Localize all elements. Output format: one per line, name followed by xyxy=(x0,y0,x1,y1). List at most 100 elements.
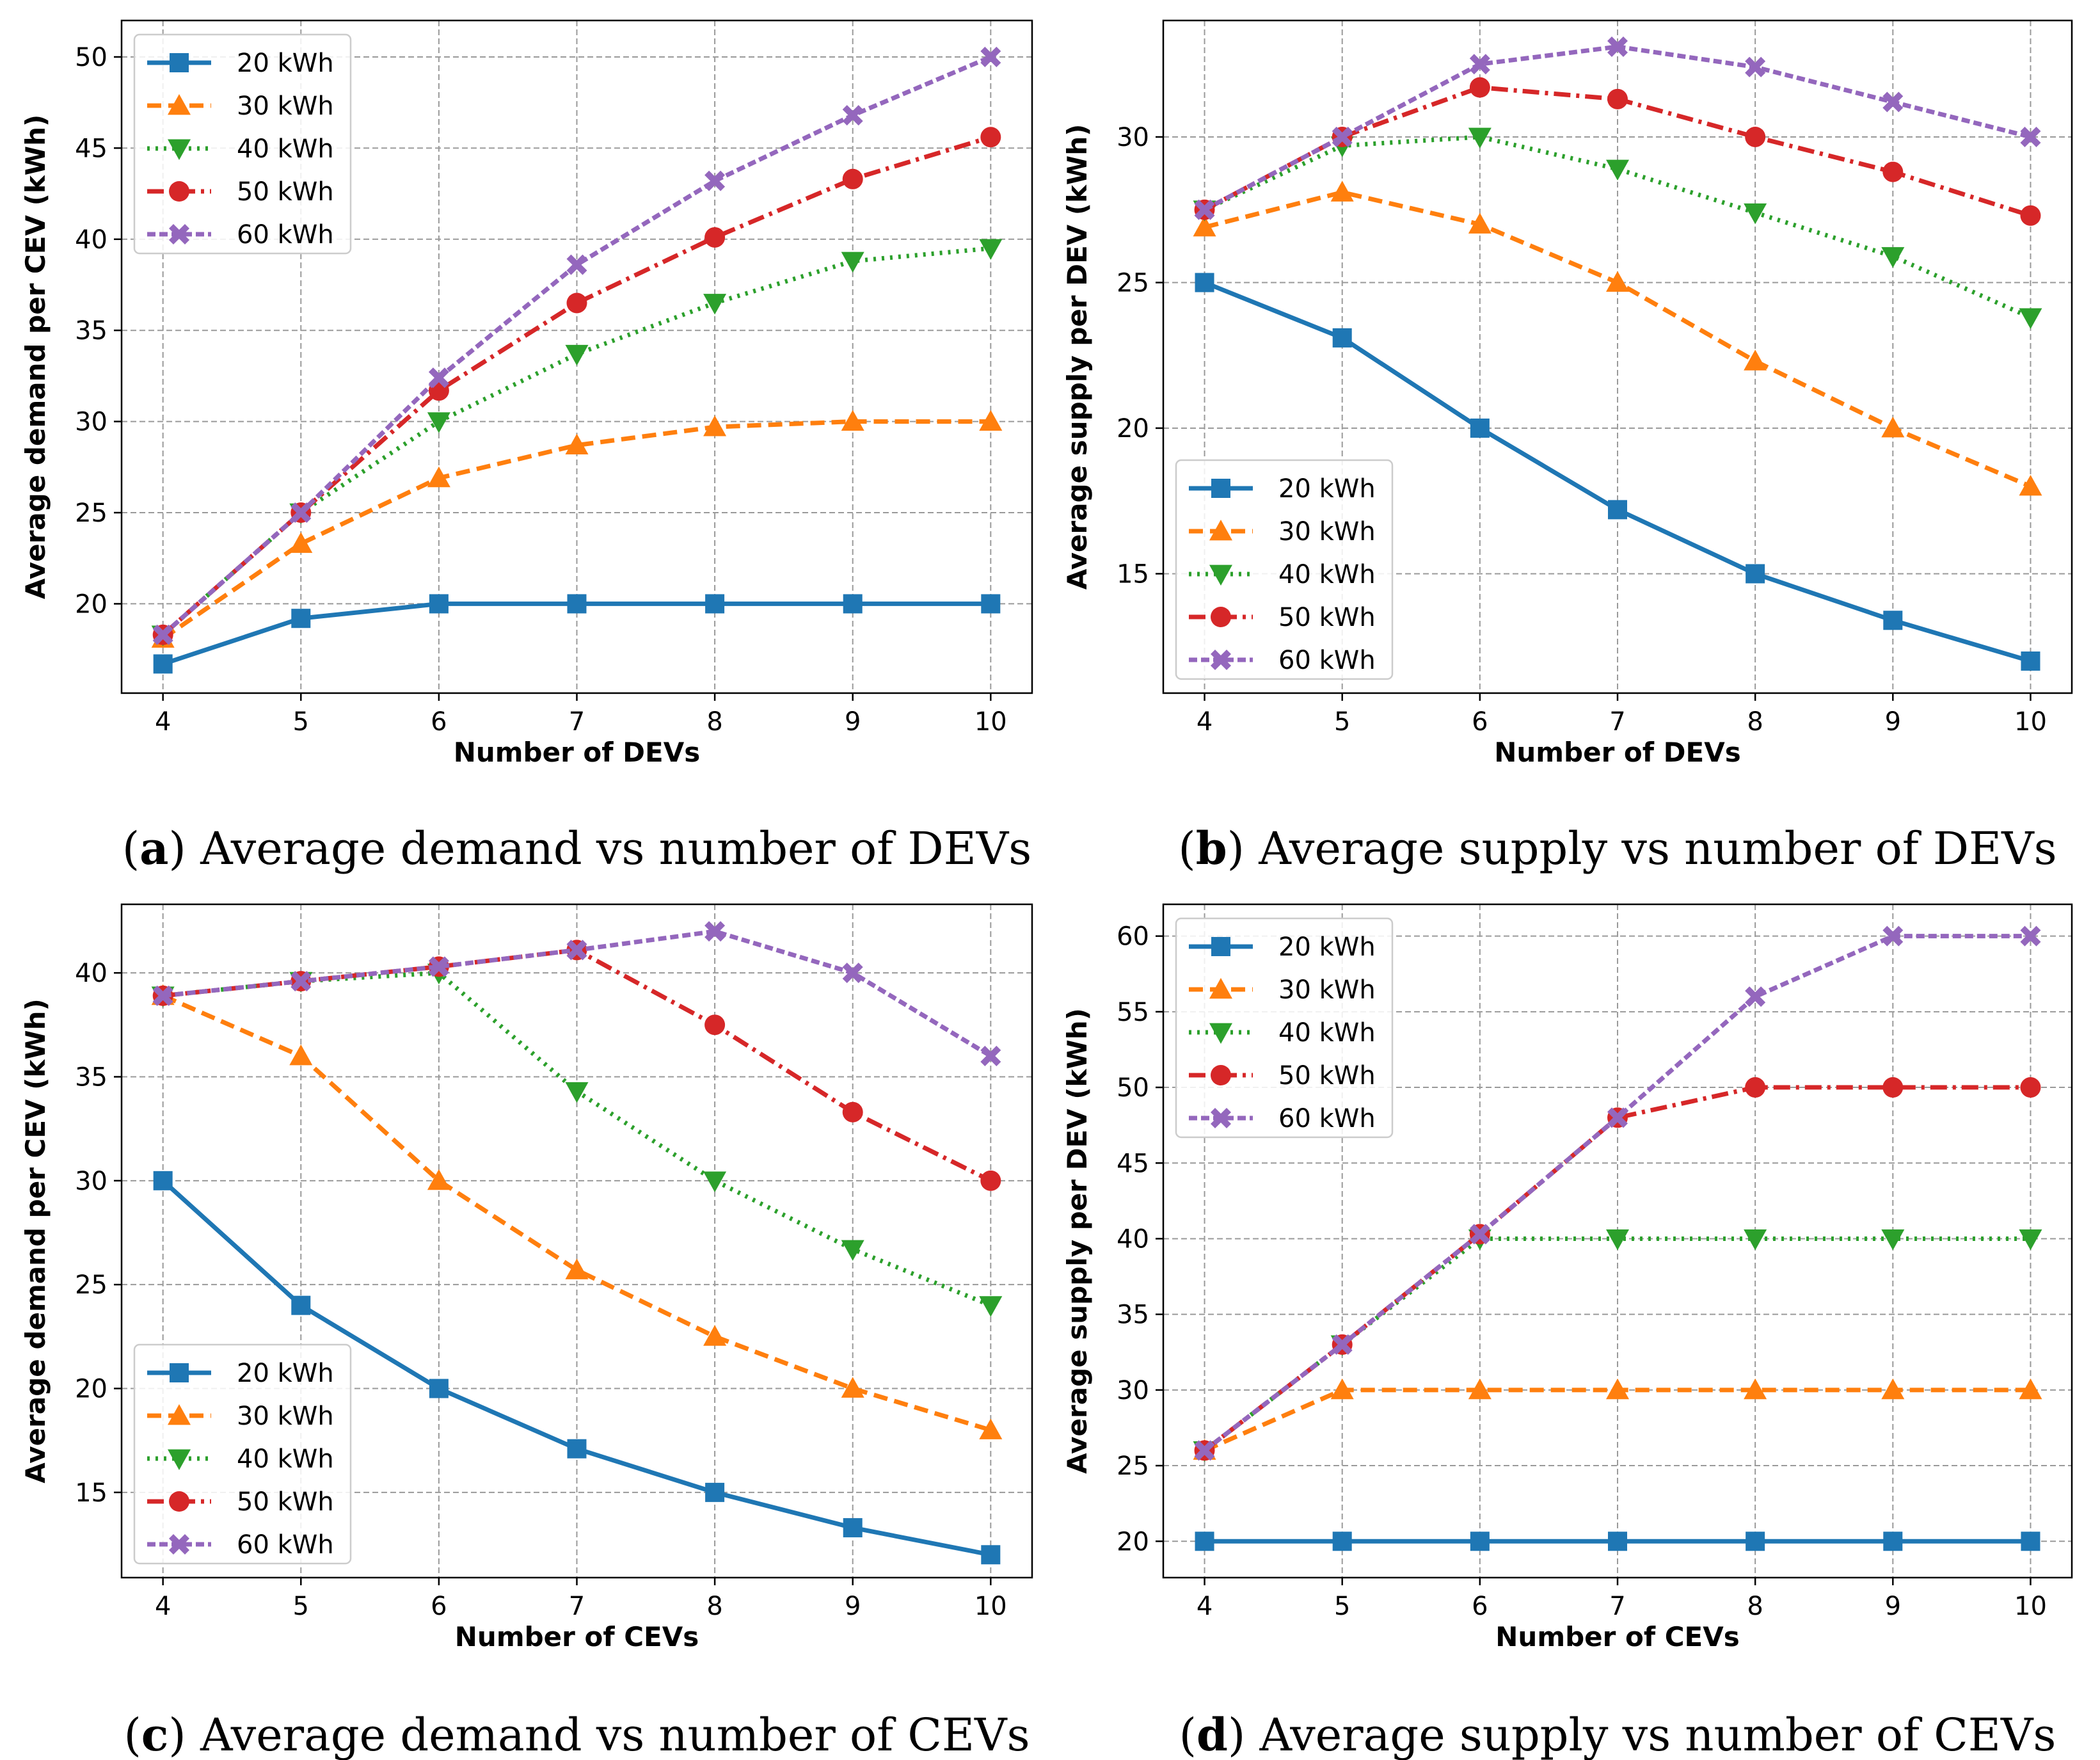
legend-marker xyxy=(1211,479,1230,498)
y-tick-label: 40 xyxy=(75,225,107,255)
data-point xyxy=(1332,1532,1352,1551)
x-axis-label: Number of CEVs xyxy=(455,1621,699,1652)
data-point xyxy=(2020,205,2041,226)
x-tick-label: 10 xyxy=(2014,707,2047,737)
x-tick-label: 4 xyxy=(155,1592,171,1621)
data-point xyxy=(567,1439,587,1459)
x-tick-label: 5 xyxy=(1334,707,1350,737)
data-point xyxy=(1745,1077,1766,1098)
data-point xyxy=(567,594,587,614)
y-tick-label: 25 xyxy=(1117,1452,1149,1481)
legend-label: 50 kWh xyxy=(237,177,334,207)
y-tick-label: 30 xyxy=(75,408,107,437)
data-point xyxy=(1606,1378,1629,1400)
legend-marker xyxy=(168,1404,191,1425)
data-point xyxy=(1606,1229,1629,1251)
data-point xyxy=(1606,159,1629,181)
y-tick-label: 40 xyxy=(1117,1224,1149,1254)
data-point xyxy=(1195,1532,1214,1551)
legend-marker xyxy=(169,1491,189,1512)
data-point xyxy=(1882,1077,1904,1098)
legend-marker xyxy=(169,224,189,244)
y-tick-label: 20 xyxy=(1117,1527,1149,1556)
legend: 20 kWh 30 kWh 40 kWh 50 kWh 60 kWh xyxy=(1175,917,1394,1139)
data-point xyxy=(1744,203,1767,225)
legend-label: 50 kWh xyxy=(1278,603,1376,632)
x-tick-label: 8 xyxy=(706,707,722,737)
data-point xyxy=(1883,1532,1903,1551)
series-20-kwh xyxy=(1195,1532,2040,1551)
data-point xyxy=(704,1014,726,1036)
data-point xyxy=(429,594,449,614)
y-tick-label: 40 xyxy=(75,959,107,988)
y-tick-label: 30 xyxy=(1117,1376,1149,1405)
legend: 20 kWh 30 kWh 40 kWh 50 kWh 60 kWh xyxy=(133,33,352,255)
legend-marker xyxy=(169,1534,189,1555)
y-tick-label: 60 xyxy=(1117,922,1149,952)
data-point xyxy=(1881,247,1905,268)
data-point xyxy=(1332,126,1353,147)
x-tick-label: 9 xyxy=(845,707,861,737)
legend-label: 40 kWh xyxy=(1278,560,1376,589)
legend-marker xyxy=(1209,978,1232,999)
legend-marker xyxy=(169,181,189,202)
legend-label: 40 kWh xyxy=(237,134,334,164)
y-tick-label: 50 xyxy=(75,43,107,72)
x-tick-label: 7 xyxy=(569,707,585,737)
legend-label: 30 kWh xyxy=(1278,975,1376,1005)
y-tick-label: 50 xyxy=(1117,1073,1149,1103)
data-point xyxy=(427,412,450,433)
subfigure-caption: (a) Average demand vs number of DEVs xyxy=(122,822,1031,875)
data-point xyxy=(1746,564,1765,584)
x-axis-label: Number of CEVs xyxy=(1495,1621,1739,1652)
data-point xyxy=(1607,1107,1628,1128)
data-point xyxy=(1608,1532,1627,1551)
legend-marker xyxy=(1211,650,1231,670)
legend-marker xyxy=(170,53,189,72)
data-point xyxy=(1744,1378,1767,1400)
data-point xyxy=(565,1082,589,1103)
x-tick-label: 8 xyxy=(1747,707,1763,737)
y-tick-label: 55 xyxy=(1117,998,1149,1027)
data-point xyxy=(1745,986,1766,1007)
legend-marker xyxy=(1209,520,1232,541)
data-point xyxy=(1469,77,1490,98)
chart-c: 4 5 6 7 8 9 10 15 20 25 30 35 40 Number of CEVs Averag… xyxy=(20,903,1033,1760)
series-60-kwh xyxy=(152,46,1001,645)
data-point xyxy=(705,1482,725,1502)
data-point xyxy=(981,1545,1001,1565)
legend-label: 60 kWh xyxy=(237,220,334,250)
series-20-kwh xyxy=(153,1171,1001,1565)
data-point xyxy=(2019,1378,2042,1400)
data-point xyxy=(566,940,587,961)
legend-label: 60 kWh xyxy=(237,1530,334,1560)
y-tick-label: 20 xyxy=(75,589,107,619)
data-point xyxy=(1881,1378,1905,1400)
data-point xyxy=(1883,611,1903,630)
data-point xyxy=(980,1046,1001,1067)
x-tick-label: 5 xyxy=(293,1592,309,1621)
data-point xyxy=(1469,54,1490,75)
data-point xyxy=(428,367,449,388)
x-tick-label: 9 xyxy=(1885,707,1901,737)
legend: 20 kWh 30 kWh 40 kWh 50 kWh 60 kWh xyxy=(1175,459,1394,680)
x-tick-label: 8 xyxy=(706,1592,722,1621)
legend-box xyxy=(1175,917,1394,1139)
data-point xyxy=(1194,1440,1215,1461)
data-point xyxy=(290,502,312,524)
legend-label: 20 kWh xyxy=(237,1359,334,1388)
data-point xyxy=(1469,1224,1490,1245)
legend-marker xyxy=(1211,1065,1231,1085)
x-tick-label: 9 xyxy=(845,1592,861,1621)
data-point xyxy=(1745,56,1766,77)
x-axis-label: Number of DEVs xyxy=(454,737,701,768)
x-tick-label: 5 xyxy=(1334,1592,1350,1621)
x-tick-label: 4 xyxy=(1197,707,1213,737)
data-point xyxy=(429,1379,449,1398)
data-point xyxy=(979,1296,1003,1317)
data-point xyxy=(1193,216,1216,237)
data-point xyxy=(841,252,864,273)
x-tick-label: 8 xyxy=(1747,1592,1763,1621)
data-point xyxy=(1195,273,1214,292)
series-20-kwh xyxy=(153,594,1001,674)
